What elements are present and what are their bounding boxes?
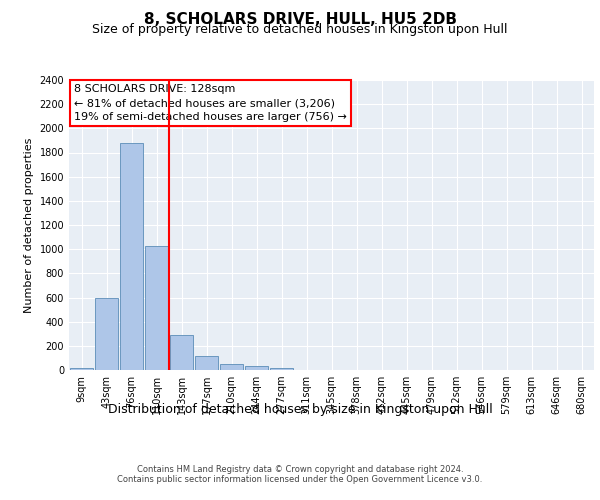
Bar: [70, 368, 94, 370]
Text: 8 SCHOLARS DRIVE: 128sqm
← 81% of detached houses are smaller (3,206)
19% of sem: 8 SCHOLARS DRIVE: 128sqm ← 81% of detach…: [74, 84, 347, 122]
Y-axis label: Number of detached properties: Number of detached properties: [24, 138, 34, 312]
Text: Contains HM Land Registry data © Crown copyright and database right 2024.: Contains HM Land Registry data © Crown c…: [137, 465, 463, 474]
Text: Distribution of detached houses by size in Kingston upon Hull: Distribution of detached houses by size …: [107, 402, 493, 415]
Bar: [245, 366, 268, 370]
Bar: [194, 356, 218, 370]
Bar: [220, 364, 244, 370]
Text: Size of property relative to detached houses in Kingston upon Hull: Size of property relative to detached ho…: [92, 22, 508, 36]
Bar: [170, 335, 193, 370]
Bar: [145, 246, 169, 370]
Text: 8, SCHOLARS DRIVE, HULL, HU5 2DB: 8, SCHOLARS DRIVE, HULL, HU5 2DB: [143, 12, 457, 28]
Text: Contains public sector information licensed under the Open Government Licence v3: Contains public sector information licen…: [118, 475, 482, 484]
Bar: [269, 368, 293, 370]
Bar: [95, 298, 118, 370]
Bar: [119, 143, 143, 370]
